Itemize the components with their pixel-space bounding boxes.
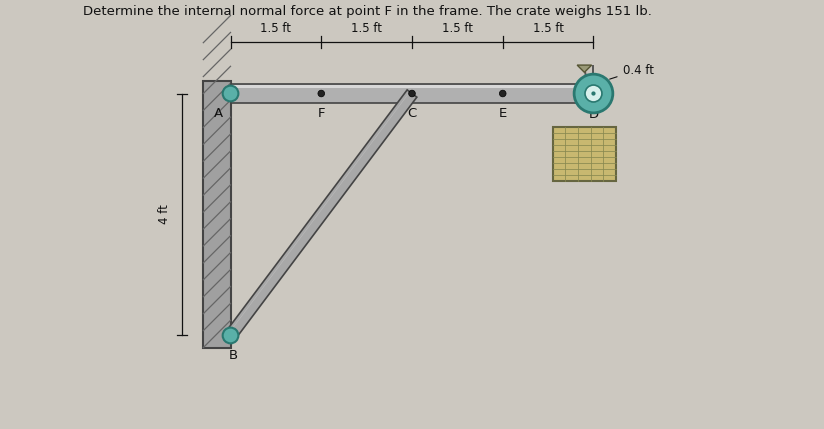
Text: 1.5 ft: 1.5 ft: [351, 22, 382, 35]
Text: C: C: [407, 107, 417, 120]
Bar: [553, 127, 616, 181]
Circle shape: [499, 90, 506, 97]
Text: 4 ft: 4 ft: [158, 205, 171, 224]
Text: 0.4 ft: 0.4 ft: [610, 63, 653, 79]
Circle shape: [592, 91, 596, 96]
Circle shape: [318, 90, 325, 97]
Circle shape: [222, 328, 238, 343]
Text: B: B: [229, 349, 238, 362]
Polygon shape: [227, 91, 410, 336]
Text: 1.5 ft: 1.5 ft: [532, 22, 564, 35]
Text: F: F: [317, 107, 325, 120]
Polygon shape: [226, 90, 417, 339]
Bar: [204, 82, 231, 347]
Circle shape: [222, 86, 238, 101]
Bar: [231, 84, 593, 103]
Text: D: D: [588, 108, 598, 121]
Text: Determine the internal normal force at point F in the frame. The crate weighs 15: Determine the internal normal force at p…: [82, 5, 652, 18]
Circle shape: [409, 90, 415, 97]
Circle shape: [574, 74, 613, 113]
Text: 1.5 ft: 1.5 ft: [260, 22, 292, 35]
Bar: [231, 85, 593, 88]
Text: E: E: [499, 107, 507, 120]
Text: A: A: [214, 107, 223, 120]
Circle shape: [585, 85, 602, 102]
Text: 1.5 ft: 1.5 ft: [442, 22, 473, 35]
Polygon shape: [577, 65, 592, 73]
